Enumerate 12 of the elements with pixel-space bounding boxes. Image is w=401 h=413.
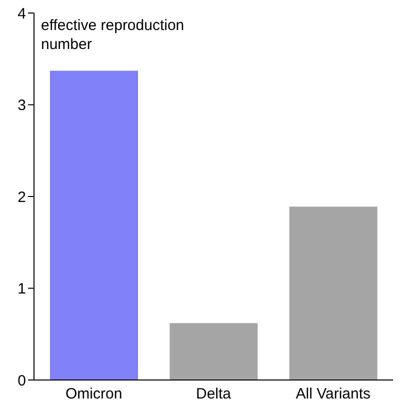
x-tick-label: Omicron [65, 386, 122, 403]
y-axis-title: effective reproduction number [41, 17, 184, 53]
x-tick-label: All Variants [296, 386, 371, 403]
y-tick-label: 0 [18, 372, 26, 390]
bar [289, 206, 378, 380]
y-tick-label: 1 [18, 280, 26, 298]
y-tick-label: 2 [18, 188, 26, 206]
bar [50, 70, 138, 380]
x-tick-label: Delta [196, 386, 232, 403]
y-tick-label: 3 [18, 97, 26, 114]
y-tick-label: 4 [18, 5, 26, 22]
bar [170, 323, 258, 380]
